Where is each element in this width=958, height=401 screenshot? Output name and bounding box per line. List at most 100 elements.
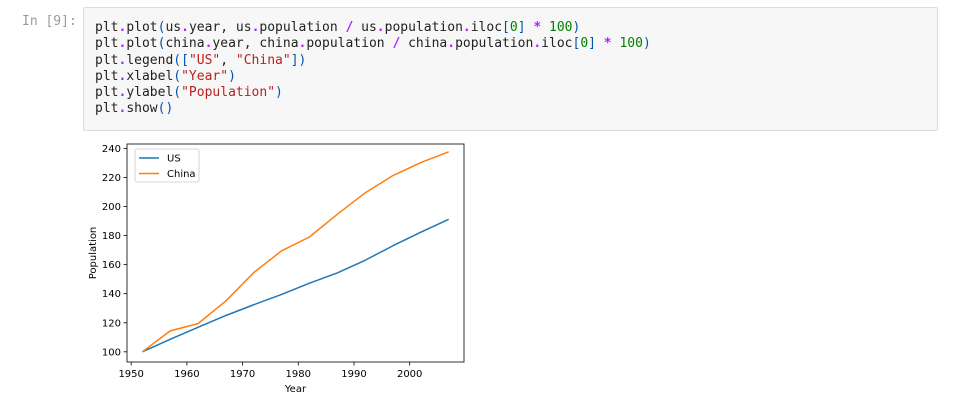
code-token: ]) <box>290 52 307 68</box>
legend-label: China <box>167 169 196 180</box>
y-tick-label: 220 <box>102 173 121 184</box>
x-tick-label: 1990 <box>341 369 366 380</box>
code-token: legend <box>126 52 174 68</box>
code-token: . <box>376 20 385 35</box>
y-tick-label: 160 <box>102 260 121 271</box>
code-token: ylabel <box>126 85 174 101</box>
code-line: plt.legend(["US", "China"]) <box>95 53 306 68</box>
code-token: [ <box>502 20 510 35</box>
x-tick-label: 1980 <box>286 369 311 380</box>
code-token: ([ <box>173 52 189 68</box>
plot-output: 1950 1960 1970 1980 1990 2000 100 120 140 160 180 2… <box>84 140 484 398</box>
code-token: 100 <box>619 36 643 52</box>
code-token: 100 <box>549 20 573 35</box>
code-token: ) <box>228 68 236 84</box>
code-token: population <box>384 20 463 35</box>
code-token: . <box>118 101 127 117</box>
code-token: "Population" <box>181 85 276 101</box>
code-token: year, china <box>212 36 299 52</box>
code-token: plt <box>95 101 119 117</box>
code-token: . <box>251 20 260 35</box>
line-chart: 1950 1960 1970 1980 1990 2000 100 120 140 160 180 2… <box>88 143 465 395</box>
code-token: population <box>455 36 534 52</box>
code-token: . <box>533 36 542 52</box>
code-token: . <box>118 85 127 101</box>
code-token: * <box>603 36 612 52</box>
code-token: () <box>157 101 174 117</box>
code-token: . <box>118 52 127 68</box>
code-token: / <box>392 36 401 52</box>
code-token: show <box>126 101 158 117</box>
input-prompt: In [9]: <box>22 14 77 29</box>
series-line-china <box>141 151 449 353</box>
code-token: / <box>345 20 354 35</box>
code-token: ) <box>275 85 283 101</box>
legend-label: US <box>167 154 181 165</box>
code-token: plot <box>126 20 158 35</box>
code-token: year, us <box>188 20 252 35</box>
code-token: plt <box>95 20 119 35</box>
y-tick-label: 240 <box>102 144 121 155</box>
code-editor[interactable]: plt.plot(us.year, us.population / us.pop… <box>84 8 937 118</box>
code-token: . <box>447 36 456 52</box>
code-line: plt.xlabel("Year") <box>95 69 236 84</box>
code-token: plt <box>95 52 119 68</box>
code-token: population <box>306 36 393 52</box>
code-token: us <box>353 20 377 35</box>
y-tick-label: 100 <box>102 347 121 358</box>
legend: US China <box>134 148 200 183</box>
x-tick-label: 1950 <box>118 369 143 380</box>
code-token: ) <box>642 36 651 52</box>
code-line: plt.plot(china.year, china.population / … <box>95 36 651 51</box>
code-token: "US" <box>188 52 221 68</box>
code-token: ] <box>517 20 526 35</box>
code-cell[interactable]: plt.plot(us.year, us.population / us.pop… <box>83 7 938 131</box>
code-token: plt <box>95 36 119 52</box>
series-group <box>141 151 449 353</box>
code-token: . <box>118 20 127 35</box>
code-token <box>541 20 549 35</box>
code-token: [ <box>572 36 581 52</box>
code-line: plt.show() <box>95 101 173 116</box>
code-token: . <box>298 36 307 52</box>
code-token: xlabel <box>126 68 174 84</box>
code-token <box>596 36 604 51</box>
code-token: , <box>220 52 236 68</box>
code-token: . <box>118 36 127 52</box>
code-token: . <box>204 36 213 52</box>
code-token: 0 <box>509 20 518 35</box>
axes-frame <box>126 143 465 363</box>
code-token: . <box>181 20 189 35</box>
code-line: plt.plot(us.year, us.population / us.pop… <box>95 20 580 35</box>
code-token: china <box>165 36 205 52</box>
y-tick-label: 120 <box>102 318 121 329</box>
y-tick-label: 200 <box>102 202 121 213</box>
code-token: 0 <box>580 36 589 52</box>
x-axis-label: Year <box>284 384 307 395</box>
y-axis-label: Population <box>88 227 99 280</box>
code-token: ] <box>588 36 596 52</box>
code-token: . <box>118 68 127 84</box>
code-token: "China" <box>235 52 291 68</box>
code-token: plt <box>95 68 119 84</box>
code-token: ( <box>173 85 182 101</box>
x-tick-label: 2000 <box>397 369 422 380</box>
code-token: china <box>400 36 448 52</box>
code-token: us <box>165 20 182 35</box>
code-token: ( <box>173 68 182 84</box>
code-token: "Year" <box>181 68 229 84</box>
series-line-us <box>142 218 449 353</box>
code-token: iloc <box>470 20 503 35</box>
code-token: . <box>462 20 471 35</box>
code-token: plot <box>126 36 158 52</box>
tick-group: 1950 1960 1970 1980 1990 2000 100 120 140 160 180 2… <box>102 144 423 380</box>
code-token: iloc <box>541 36 573 52</box>
x-tick-label: 1960 <box>174 369 199 380</box>
y-tick-label: 140 <box>102 289 121 300</box>
code-token: ) <box>572 20 581 35</box>
code-token: plt <box>95 85 119 101</box>
x-tick-label: 1970 <box>230 369 255 380</box>
code-token: ( <box>157 36 166 52</box>
code-token: ( <box>157 20 166 35</box>
y-tick-label: 180 <box>102 231 121 242</box>
